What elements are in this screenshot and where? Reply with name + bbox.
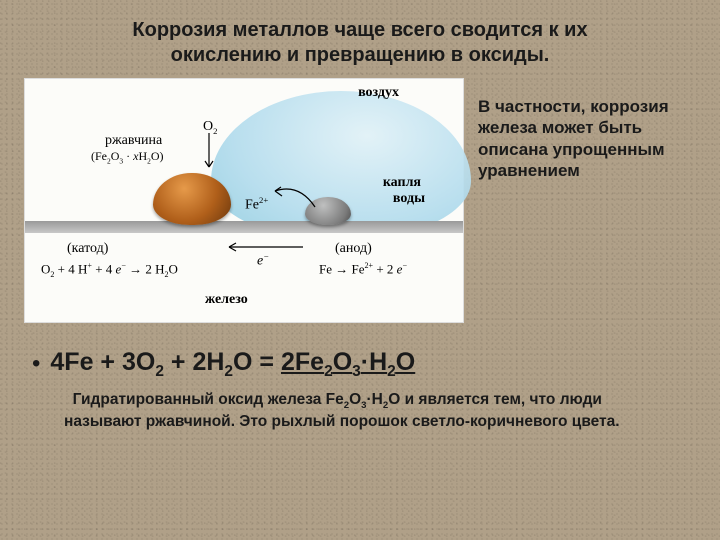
label-anode: (анод) [335, 241, 372, 257]
description-paragraph: Гидратированный оксид железа Fe2O3·H2O и… [64, 390, 672, 431]
bullet-icon: • [32, 347, 40, 381]
label-rust-1: ржавчина [105, 133, 162, 149]
main-equation: 4Fe + 3O2 + 2H2O = 2Fe2O3·H2O [50, 347, 415, 382]
content-row: воздух O2 ржавчина (Fe2O3 · xH2O) капля … [24, 78, 696, 323]
label-rust-2: (Fe2O3 · xH2O) [91, 149, 164, 165]
equation-cathode: O2 + 4 H+ + 4 e− → 2 H2O [41, 261, 178, 279]
slide-title: Коррозия металлов чаще всего сводится к … [24, 18, 696, 68]
label-drop-1: капля [383, 175, 421, 191]
arrow-fe-to-rust [269, 177, 323, 213]
label-air: воздух [358, 85, 399, 101]
label-o2: O2 [203, 119, 217, 136]
title-line-1: Коррозия металлов чаще всего сводится к … [132, 19, 587, 41]
label-iron: железо [205, 292, 248, 308]
metal-surface [25, 221, 463, 233]
side-paragraph: В частности, коррозия железа может быть … [478, 78, 696, 323]
label-electron: e− [257, 251, 269, 270]
title-line-2: окислению и превращению в оксиды. [171, 44, 550, 66]
corrosion-diagram: воздух O2 ржавчина (Fe2O3 · xH2O) капля … [24, 78, 464, 323]
main-equation-row: • 4Fe + 3O2 + 2H2O = 2Fe2O3·H2O [32, 347, 688, 382]
label-cathode: (катод) [67, 241, 108, 257]
label-fe2plus: Fe2+ [245, 195, 268, 214]
arrow-o2-down [203, 129, 229, 179]
label-drop-2: воды [393, 191, 425, 207]
equation-anode: Fe → Fe2+ + 2 e− [319, 261, 407, 277]
